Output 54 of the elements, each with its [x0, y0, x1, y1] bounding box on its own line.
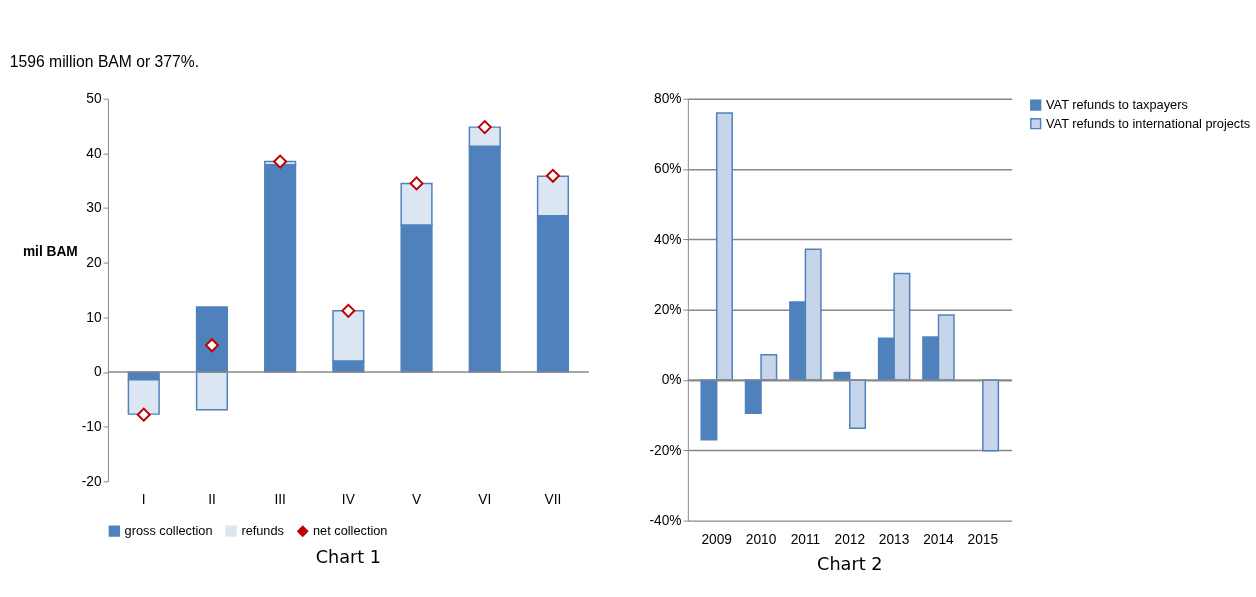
- y-tick-label: 80%: [654, 91, 682, 107]
- point: [409, 176, 424, 191]
- x-tick-label: VII: [544, 492, 562, 508]
- point: [545, 168, 560, 183]
- x-tick-label: II: [208, 492, 216, 508]
- x-tick-label: V: [411, 492, 422, 508]
- y-tick-label: 20%: [654, 302, 682, 318]
- x-tick-label: IV: [341, 492, 356, 508]
- y-tick-label: -40%: [649, 513, 682, 529]
- bar: [744, 379, 762, 415]
- point: [204, 338, 219, 353]
- x-tick-label: 2015: [967, 531, 999, 547]
- x-tick-label: 2012: [834, 531, 866, 547]
- y-tick-label: 50: [86, 91, 102, 107]
- y-tick-label: 10: [86, 309, 102, 325]
- text: Chart 2: [817, 553, 883, 574]
- bar: [715, 112, 733, 381]
- bar: [195, 371, 229, 411]
- y-tick-label: -20%: [649, 442, 682, 458]
- bar: [264, 164, 297, 373]
- legend-label: gross collection: [124, 523, 213, 539]
- y-tick-label: 40: [86, 145, 102, 161]
- point: [136, 407, 151, 422]
- point: [477, 120, 492, 135]
- y-tick-label: -10: [81, 419, 102, 435]
- bar: [700, 379, 718, 441]
- x-tick-label: 2009: [701, 531, 732, 547]
- x-tick-label: VI: [478, 492, 492, 508]
- text: 1596 million BAM or 377%.: [9, 53, 200, 71]
- y-tick-label: 20: [86, 255, 102, 271]
- legend-label: refunds: [241, 523, 284, 539]
- y-tick-label: -20: [81, 473, 102, 489]
- legend-label: VAT refunds to taxpayers: [1046, 97, 1188, 112]
- legend-label: net collection: [313, 523, 388, 539]
- text: Chart 1: [315, 546, 382, 567]
- y-tick-label: 40%: [654, 231, 682, 247]
- legend-label: VAT refunds to international projects: [1046, 115, 1251, 131]
- bar: [849, 379, 867, 429]
- point: [273, 154, 288, 169]
- y-tick-label: 30: [86, 200, 102, 216]
- x-tick-label: 2014: [923, 531, 955, 547]
- x-tick-label: III: [274, 492, 286, 508]
- bar: [760, 353, 778, 381]
- y-tick-label: 0: [93, 364, 102, 380]
- x-tick-label: 2013: [878, 531, 910, 547]
- y-axis-title: mil BAM: [22, 244, 78, 260]
- bar: [195, 306, 229, 373]
- x-tick-label: 2011: [790, 531, 821, 547]
- x-tick-label: 2010: [745, 531, 777, 547]
- x-tick-label: I: [141, 492, 146, 508]
- point: [341, 303, 356, 318]
- bar: [982, 379, 1000, 452]
- y-tick-label: 0%: [661, 372, 682, 388]
- y-tick-label: 60%: [654, 161, 682, 177]
